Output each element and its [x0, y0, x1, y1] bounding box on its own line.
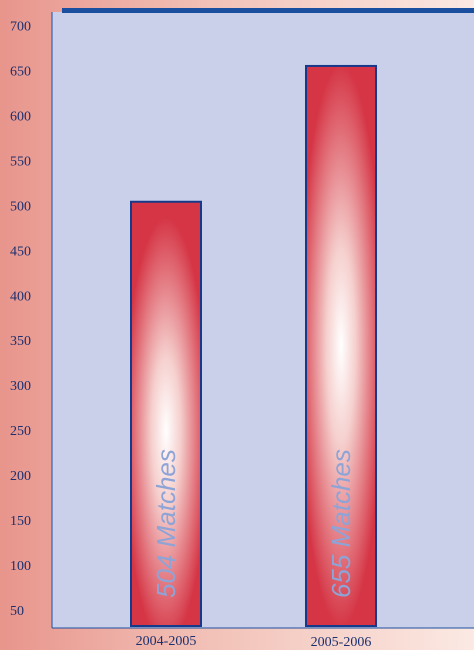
x-tick-label: 2004-2005 [136, 634, 197, 649]
y-tick-label: 650 [10, 64, 31, 79]
y-tick-label: 250 [10, 424, 31, 439]
y-axis-ticks: 50 100 150 200 250 300 350 400 450 500 550 600 650 70… [10, 19, 31, 619]
y-tick-label: 200 [10, 469, 31, 484]
plot-top-border [62, 8, 474, 13]
y-tick-label: 600 [10, 109, 31, 124]
bar-value-label: 655 Matches [326, 449, 356, 598]
x-axis-ticks: 2004-2005 2005-2006 [136, 634, 372, 650]
bar-value-label: 504 Matches [151, 449, 181, 598]
bar-2005-2006 [305, 64, 377, 628]
y-tick-label: 500 [10, 199, 31, 214]
x-tick-label: 2005-2006 [311, 635, 372, 650]
y-tick-label: 550 [10, 154, 31, 169]
y-tick-label: 400 [10, 289, 31, 304]
y-tick-label: 50 [10, 604, 24, 619]
bars: 504 Matches 655 Matches [130, 64, 377, 628]
y-tick-label: 350 [10, 334, 31, 349]
y-tick-label: 450 [10, 244, 31, 259]
plot-area [52, 12, 474, 628]
bar-2004-2005 [130, 200, 202, 628]
y-tick-label: 700 [10, 19, 31, 34]
y-tick-label: 300 [10, 379, 31, 394]
y-tick-label: 150 [10, 514, 31, 529]
y-tick-label: 100 [10, 559, 31, 574]
